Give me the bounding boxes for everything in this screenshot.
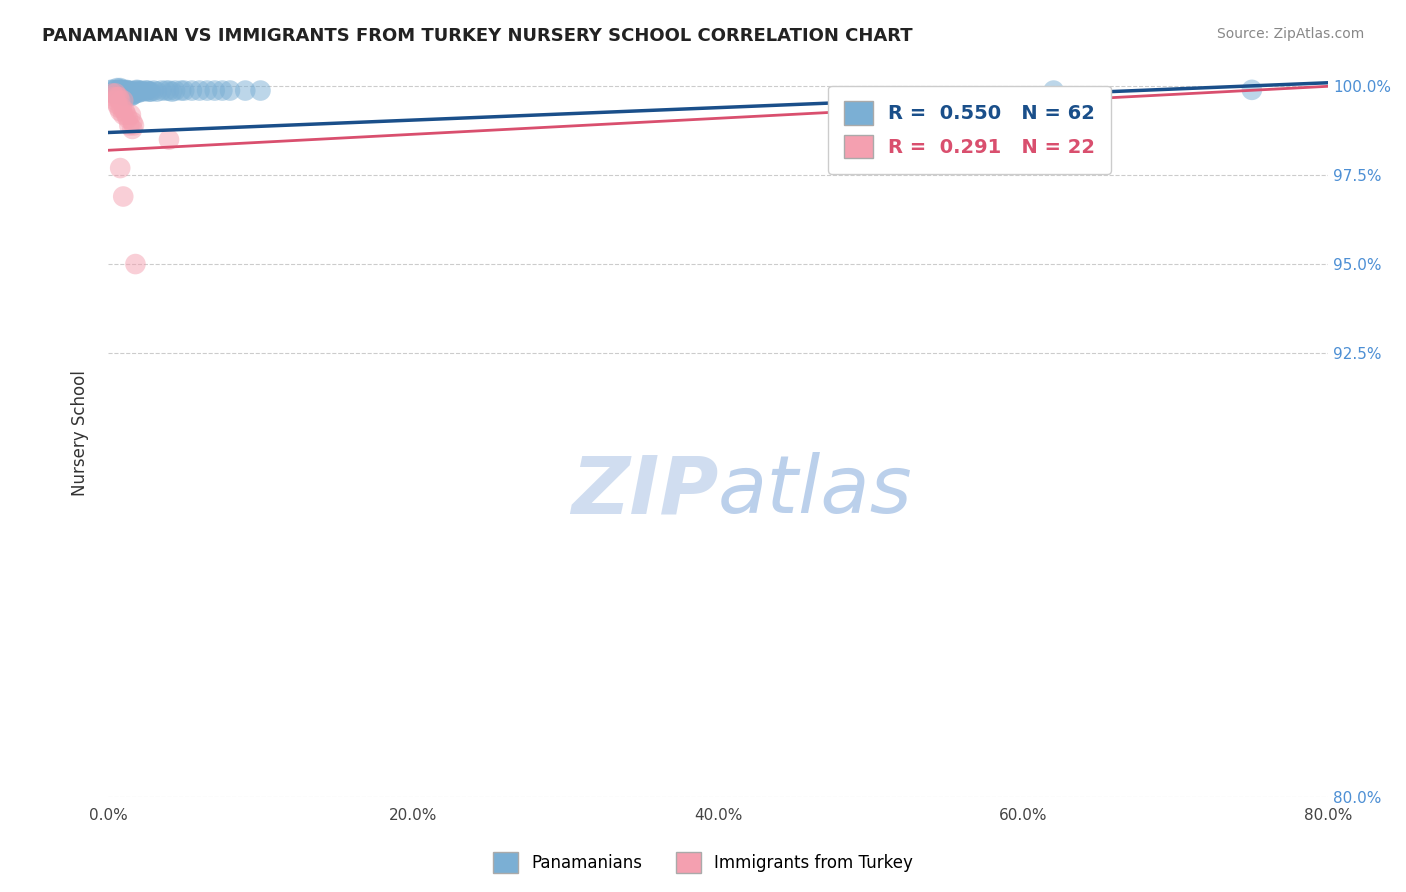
Point bbox=[101, 87, 124, 101]
Point bbox=[100, 83, 122, 97]
Point bbox=[157, 133, 180, 147]
Point bbox=[111, 83, 134, 97]
Point bbox=[111, 101, 134, 115]
Point bbox=[120, 108, 142, 122]
Point bbox=[128, 84, 150, 98]
Point bbox=[111, 86, 134, 100]
Point bbox=[121, 122, 143, 136]
Point bbox=[120, 89, 142, 103]
Point bbox=[128, 86, 150, 100]
Point bbox=[122, 119, 145, 133]
Point bbox=[104, 87, 127, 101]
Point bbox=[129, 85, 152, 99]
Legend: Panamanians, Immigrants from Turkey: Panamanians, Immigrants from Turkey bbox=[486, 846, 920, 880]
Point bbox=[180, 84, 202, 98]
Point bbox=[249, 84, 271, 98]
Point bbox=[114, 87, 136, 101]
Point bbox=[131, 84, 153, 98]
Point bbox=[142, 84, 165, 98]
Point bbox=[124, 84, 146, 98]
Point bbox=[118, 119, 141, 133]
Point bbox=[108, 161, 131, 175]
Point bbox=[121, 85, 143, 99]
Legend: R =  0.550   N = 62, R =  0.291   N = 22: R = 0.550 N = 62, R = 0.291 N = 22 bbox=[828, 86, 1111, 174]
Point bbox=[105, 97, 128, 112]
Point bbox=[233, 84, 256, 98]
Point bbox=[105, 85, 128, 99]
Point bbox=[125, 83, 148, 97]
Point bbox=[219, 84, 242, 98]
Point bbox=[108, 81, 131, 95]
Point bbox=[118, 84, 141, 98]
Point bbox=[103, 90, 125, 104]
Point bbox=[157, 84, 180, 98]
Point bbox=[112, 83, 135, 97]
Point bbox=[195, 84, 218, 98]
Point bbox=[118, 88, 141, 103]
Point bbox=[108, 94, 131, 108]
Text: PANAMANIAN VS IMMIGRANTS FROM TURKEY NURSERY SCHOOL CORRELATION CHART: PANAMANIAN VS IMMIGRANTS FROM TURKEY NUR… bbox=[42, 27, 912, 45]
Text: atlas: atlas bbox=[718, 452, 912, 530]
Point bbox=[107, 87, 129, 101]
Point bbox=[114, 104, 136, 119]
Point bbox=[122, 87, 145, 102]
Point bbox=[1042, 84, 1064, 98]
Point bbox=[112, 189, 135, 203]
Point bbox=[114, 84, 136, 98]
Point bbox=[108, 104, 131, 119]
Point bbox=[115, 86, 138, 100]
Text: ZIP: ZIP bbox=[571, 452, 718, 530]
Point bbox=[115, 108, 138, 122]
Point bbox=[112, 108, 135, 122]
Point bbox=[112, 88, 135, 103]
Point bbox=[101, 83, 124, 97]
Point bbox=[105, 81, 128, 95]
Point bbox=[117, 112, 139, 126]
Point bbox=[165, 84, 187, 98]
Point bbox=[112, 85, 135, 99]
Point bbox=[139, 85, 162, 99]
Point bbox=[170, 84, 193, 98]
Point bbox=[112, 94, 135, 108]
Point bbox=[104, 83, 127, 97]
Point bbox=[204, 84, 226, 98]
Point bbox=[107, 101, 129, 115]
Point bbox=[138, 85, 160, 99]
Point bbox=[124, 257, 146, 271]
Point bbox=[117, 84, 139, 98]
Y-axis label: Nursery School: Nursery School bbox=[72, 370, 89, 496]
Point bbox=[135, 84, 157, 98]
Point bbox=[160, 85, 183, 99]
Point bbox=[173, 84, 195, 98]
Point bbox=[117, 87, 139, 102]
Point bbox=[103, 87, 125, 101]
Text: Source: ZipAtlas.com: Source: ZipAtlas.com bbox=[1216, 27, 1364, 41]
Point bbox=[146, 85, 169, 99]
Point bbox=[120, 85, 142, 99]
Point bbox=[188, 84, 211, 98]
Point bbox=[105, 90, 128, 104]
Point bbox=[107, 83, 129, 97]
Point bbox=[107, 90, 129, 104]
Point bbox=[150, 84, 173, 98]
Point bbox=[121, 115, 143, 129]
Point bbox=[122, 85, 145, 99]
Point bbox=[211, 84, 233, 98]
Point bbox=[108, 85, 131, 99]
Point bbox=[132, 85, 155, 99]
Point bbox=[104, 94, 127, 108]
Point bbox=[115, 83, 138, 97]
Point bbox=[121, 88, 143, 103]
Point bbox=[155, 84, 177, 98]
Point bbox=[104, 87, 127, 101]
Point bbox=[108, 83, 131, 97]
Point bbox=[1240, 83, 1263, 97]
Point bbox=[136, 84, 159, 98]
Point bbox=[124, 87, 146, 101]
